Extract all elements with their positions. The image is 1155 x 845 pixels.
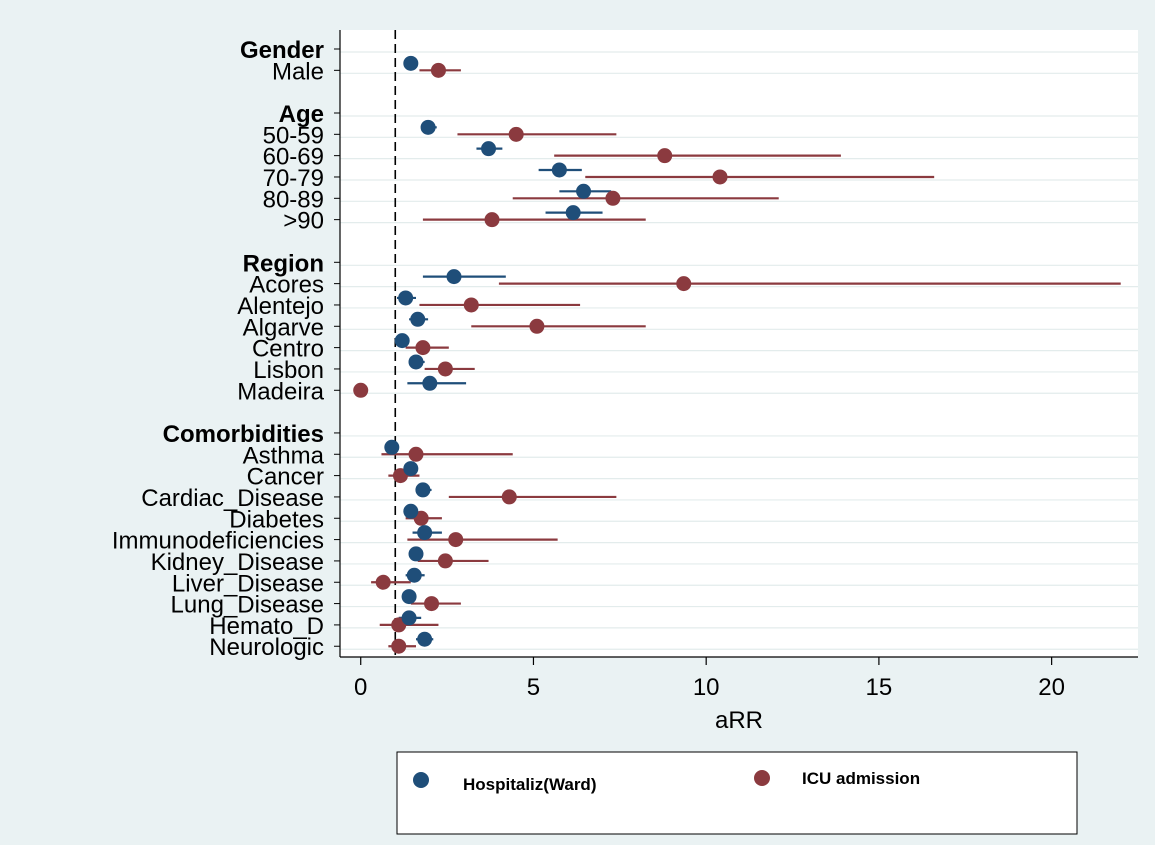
point-hospitalization bbox=[398, 290, 414, 306]
category-label: Cardiac_Disease bbox=[141, 485, 324, 512]
plot-area bbox=[340, 30, 1138, 657]
point-icu bbox=[408, 446, 424, 462]
point-estimate-layer bbox=[353, 55, 728, 654]
point-hospitalization bbox=[551, 162, 567, 178]
category-label: Lisbon bbox=[253, 357, 324, 384]
x-tick-label: 0 bbox=[354, 674, 367, 701]
point-hospitalization bbox=[408, 354, 424, 370]
category-label: Immunodeficiencies bbox=[112, 528, 324, 555]
legend-box bbox=[396, 751, 1078, 835]
category-label: 70-79 bbox=[263, 165, 324, 192]
category-label: Alentejo bbox=[237, 293, 324, 320]
point-hospitalization bbox=[446, 269, 462, 285]
category-label: Diabetes bbox=[229, 506, 324, 533]
category-label: Kidney_Disease bbox=[151, 549, 324, 576]
point-icu bbox=[484, 212, 500, 228]
point-icu bbox=[657, 148, 673, 164]
x-tick-label: 5 bbox=[527, 674, 540, 701]
point-hospitalization bbox=[401, 610, 417, 626]
category-label: Hemato_D bbox=[209, 613, 324, 640]
category-label: 60-69 bbox=[263, 144, 324, 171]
point-hospitalization bbox=[422, 375, 438, 391]
category-label: Asthma bbox=[243, 442, 325, 469]
x-tick-label: 20 bbox=[1038, 674, 1065, 701]
point-icu bbox=[437, 553, 453, 569]
point-icu bbox=[448, 532, 464, 548]
category-label: Liver_Disease bbox=[172, 570, 324, 597]
category-label: Centro bbox=[252, 336, 324, 363]
category-label: Algarve bbox=[243, 314, 324, 341]
point-icu bbox=[605, 190, 621, 206]
point-icu bbox=[712, 169, 728, 185]
point-hospitalization bbox=[394, 333, 410, 349]
legend-marker-icu bbox=[754, 770, 770, 786]
point-icu bbox=[508, 126, 524, 142]
point-hospitalization bbox=[406, 567, 422, 583]
legend-label-hospitalization: Hospitaliz(Ward) bbox=[463, 775, 596, 794]
point-icu bbox=[529, 318, 545, 334]
group-label: Comorbidities bbox=[163, 421, 324, 448]
category-label: Neurologic bbox=[209, 634, 324, 661]
point-icu bbox=[415, 340, 431, 356]
group-label: Age bbox=[279, 101, 324, 128]
category-label: Acores bbox=[249, 272, 324, 299]
point-hospitalization bbox=[403, 503, 419, 519]
category-label: 50-59 bbox=[263, 122, 324, 149]
x-tick-label: 15 bbox=[866, 674, 893, 701]
point-icu bbox=[375, 574, 391, 590]
point-hospitalization bbox=[384, 439, 400, 455]
x-tick-label: 10 bbox=[693, 674, 720, 701]
point-hospitalization bbox=[417, 631, 433, 647]
point-icu bbox=[676, 276, 692, 292]
point-hospitalization bbox=[576, 183, 592, 199]
grid-layer bbox=[340, 51, 1138, 650]
category-label: Lung_Disease bbox=[171, 592, 324, 619]
point-icu bbox=[463, 297, 479, 313]
point-hospitalization bbox=[481, 141, 497, 157]
point-icu bbox=[430, 62, 446, 78]
point-icu bbox=[353, 382, 369, 398]
point-hospitalization bbox=[410, 311, 426, 327]
legend-label-icu: ICU admission bbox=[802, 769, 920, 788]
point-hospitalization bbox=[420, 119, 436, 135]
category-label: Cancer bbox=[247, 464, 324, 491]
group-label: Region bbox=[243, 250, 324, 277]
point-hospitalization bbox=[415, 482, 431, 498]
category-label: 80-89 bbox=[263, 186, 324, 213]
point-hospitalization bbox=[403, 461, 419, 477]
point-hospitalization bbox=[408, 546, 424, 562]
point-hospitalization bbox=[401, 589, 417, 605]
category-label: >90 bbox=[283, 208, 324, 235]
point-icu bbox=[501, 489, 517, 505]
x-axis-title: aRR bbox=[715, 707, 763, 734]
legend: Hospitaliz(Ward) ICU admission bbox=[396, 751, 1078, 835]
point-icu bbox=[437, 361, 453, 377]
group-label: Gender bbox=[240, 37, 324, 64]
point-icu bbox=[391, 638, 407, 654]
point-hospitalization bbox=[565, 205, 581, 221]
point-hospitalization bbox=[403, 55, 419, 71]
axis-layer: 0 5 10 15 20 aRR bbox=[334, 30, 1138, 734]
legend-marker-hospitalization bbox=[413, 772, 429, 788]
category-label: Male bbox=[272, 58, 324, 85]
point-icu bbox=[424, 596, 440, 612]
category-label: Madeira bbox=[237, 378, 324, 405]
point-hospitalization bbox=[417, 525, 433, 541]
